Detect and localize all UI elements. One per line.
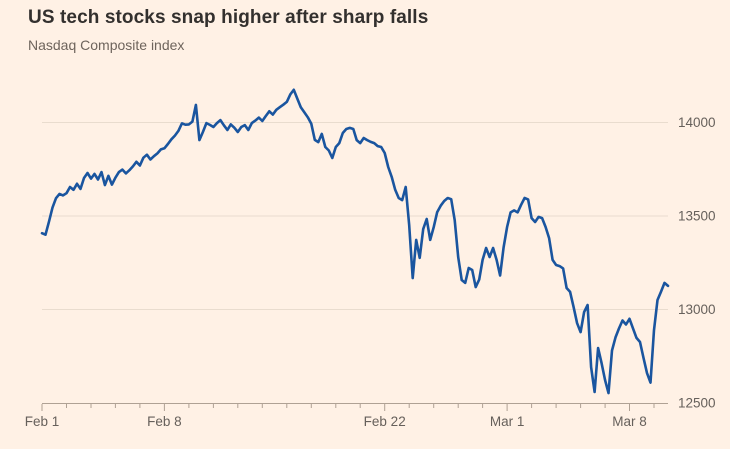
x-tick-label-feb-8: Feb 8 bbox=[147, 414, 182, 429]
nasdaq-price-line bbox=[40, 88, 670, 395]
y-tick-label-14000: 14000 bbox=[678, 115, 716, 130]
y-tick-label-13000: 13000 bbox=[678, 302, 716, 317]
x-tick-label-mar-8: Mar 8 bbox=[612, 414, 647, 429]
y-tick-label-13500: 13500 bbox=[678, 209, 716, 224]
chart-subtitle: Nasdaq Composite index bbox=[28, 37, 185, 53]
x-tick-label-feb-1: Feb 1 bbox=[25, 414, 60, 429]
x-tick-label-mar-1: Mar 1 bbox=[490, 414, 525, 429]
y-tick-label-12500: 12500 bbox=[678, 396, 716, 411]
x-tick-label-feb-22: Feb 22 bbox=[364, 414, 406, 429]
chart-title: US tech stocks snap higher after sharp f… bbox=[28, 7, 429, 28]
